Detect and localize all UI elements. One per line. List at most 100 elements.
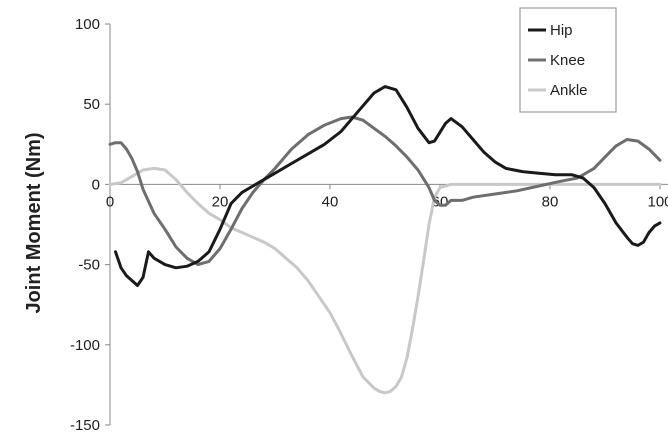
data-point-ankle	[389, 390, 392, 392]
data-point-hip	[164, 264, 166, 266]
data-point-knee	[131, 158, 133, 160]
data-point-hip	[274, 172, 276, 174]
data-point-hip	[290, 162, 293, 165]
data-point-hip	[175, 267, 177, 269]
data-point-knee	[186, 257, 188, 259]
data-point-knee	[439, 204, 441, 206]
legend-item-hip: Hip	[528, 22, 573, 39]
data-point-ankle	[351, 355, 353, 357]
data-point-ankle	[472, 183, 474, 185]
data-point-ankle	[197, 203, 199, 205]
data-point-ankle	[175, 179, 177, 181]
data-point-knee	[560, 180, 562, 182]
data-point-ankle	[219, 219, 221, 221]
data-point-hip	[142, 276, 144, 278]
data-point-ankle	[274, 248, 276, 250]
data-point-knee	[373, 127, 375, 129]
x-tick-label: 80	[542, 193, 559, 210]
data-point-hip	[125, 275, 128, 277]
data-point-knee	[433, 199, 436, 201]
data-point-knee	[164, 228, 166, 230]
data-point-ankle	[263, 241, 265, 243]
series-line-ankle	[108, 166, 662, 395]
data-point-hip	[428, 142, 430, 144]
data-point-knee	[593, 167, 595, 169]
data-point-hip	[406, 106, 408, 108]
data-point-ankle	[241, 231, 243, 234]
data-point-ankle	[494, 183, 496, 185]
series-knee	[108, 115, 662, 267]
y-tick-label: -50	[78, 257, 100, 274]
data-point-ankle	[109, 183, 111, 185]
data-point-knee	[136, 171, 139, 173]
data-point-hip	[208, 251, 210, 253]
legend: Hip Knee Ankle	[519, 7, 617, 113]
data-point-ankle	[428, 223, 430, 226]
data-point-knee	[114, 142, 117, 144]
data-point-ankle	[142, 169, 144, 171]
data-point-ankle	[406, 357, 408, 359]
data-point-ankle	[318, 296, 320, 298]
data-point-ankle	[329, 312, 331, 314]
data-point-knee	[340, 118, 342, 120]
data-point-hip	[505, 167, 507, 169]
series-line-hip	[114, 85, 662, 287]
data-point-hip	[521, 171, 524, 173]
data-point-hip	[230, 203, 232, 205]
x-tick-label: 0	[106, 193, 114, 210]
data-point-knee	[450, 199, 452, 201]
data-point-knee	[384, 135, 386, 137]
data-point-knee	[428, 187, 430, 189]
data-point-hip	[604, 203, 606, 205]
data-point-ankle	[186, 191, 188, 193]
data-point-knee	[516, 190, 518, 192]
data-point-ankle	[417, 296, 419, 298]
y-tick-label: -150	[70, 417, 100, 434]
y-tick-label: -100	[70, 337, 100, 354]
data-point-ankle	[208, 212, 210, 214]
data-point-ankle	[400, 376, 403, 378]
data-point-knee	[472, 196, 474, 198]
data-point-knee	[274, 167, 276, 169]
data-point-hip	[444, 122, 447, 124]
data-point-ankle	[131, 175, 133, 177]
data-point-hip	[571, 174, 573, 176]
data-point-hip	[637, 244, 639, 246]
x-tick-label: 20	[212, 193, 229, 210]
data-point-knee	[615, 145, 617, 147]
legend-label-knee: Knee	[550, 52, 585, 69]
legend-item-ankle: Ankle	[528, 82, 588, 99]
data-point-ankle	[362, 376, 364, 378]
data-point-ankle	[373, 387, 375, 389]
data-point-ankle	[252, 236, 254, 238]
data-point-ankle	[659, 183, 661, 185]
data-point-knee	[125, 148, 128, 150]
series-layer	[108, 85, 662, 395]
data-point-hip	[219, 228, 221, 230]
data-point-knee	[109, 143, 111, 145]
data-point-hip	[147, 251, 150, 253]
data-point-hip	[136, 284, 139, 287]
data-point-hip	[417, 127, 419, 129]
data-point-hip	[433, 140, 436, 142]
data-point-hip	[241, 191, 243, 193]
legend-label-ankle: Ankle	[550, 82, 588, 99]
data-point-hip	[483, 151, 485, 153]
data-point-knee	[153, 212, 155, 214]
data-point-hip	[323, 143, 326, 145]
data-point-knee	[637, 140, 639, 142]
data-point-ankle	[378, 390, 381, 392]
data-point-ankle	[439, 187, 441, 189]
data-point-hip	[461, 126, 463, 128]
data-point-hip	[642, 241, 645, 243]
data-point-hip	[263, 179, 265, 181]
data-point-hip	[615, 222, 617, 224]
data-point-hip	[373, 92, 375, 94]
data-point-knee	[142, 188, 144, 190]
data-point-hip	[554, 174, 557, 176]
data-point-hip	[356, 111, 359, 113]
data-point-hip	[631, 243, 634, 245]
data-point-knee	[290, 148, 293, 150]
data-point-ankle	[120, 182, 122, 184]
